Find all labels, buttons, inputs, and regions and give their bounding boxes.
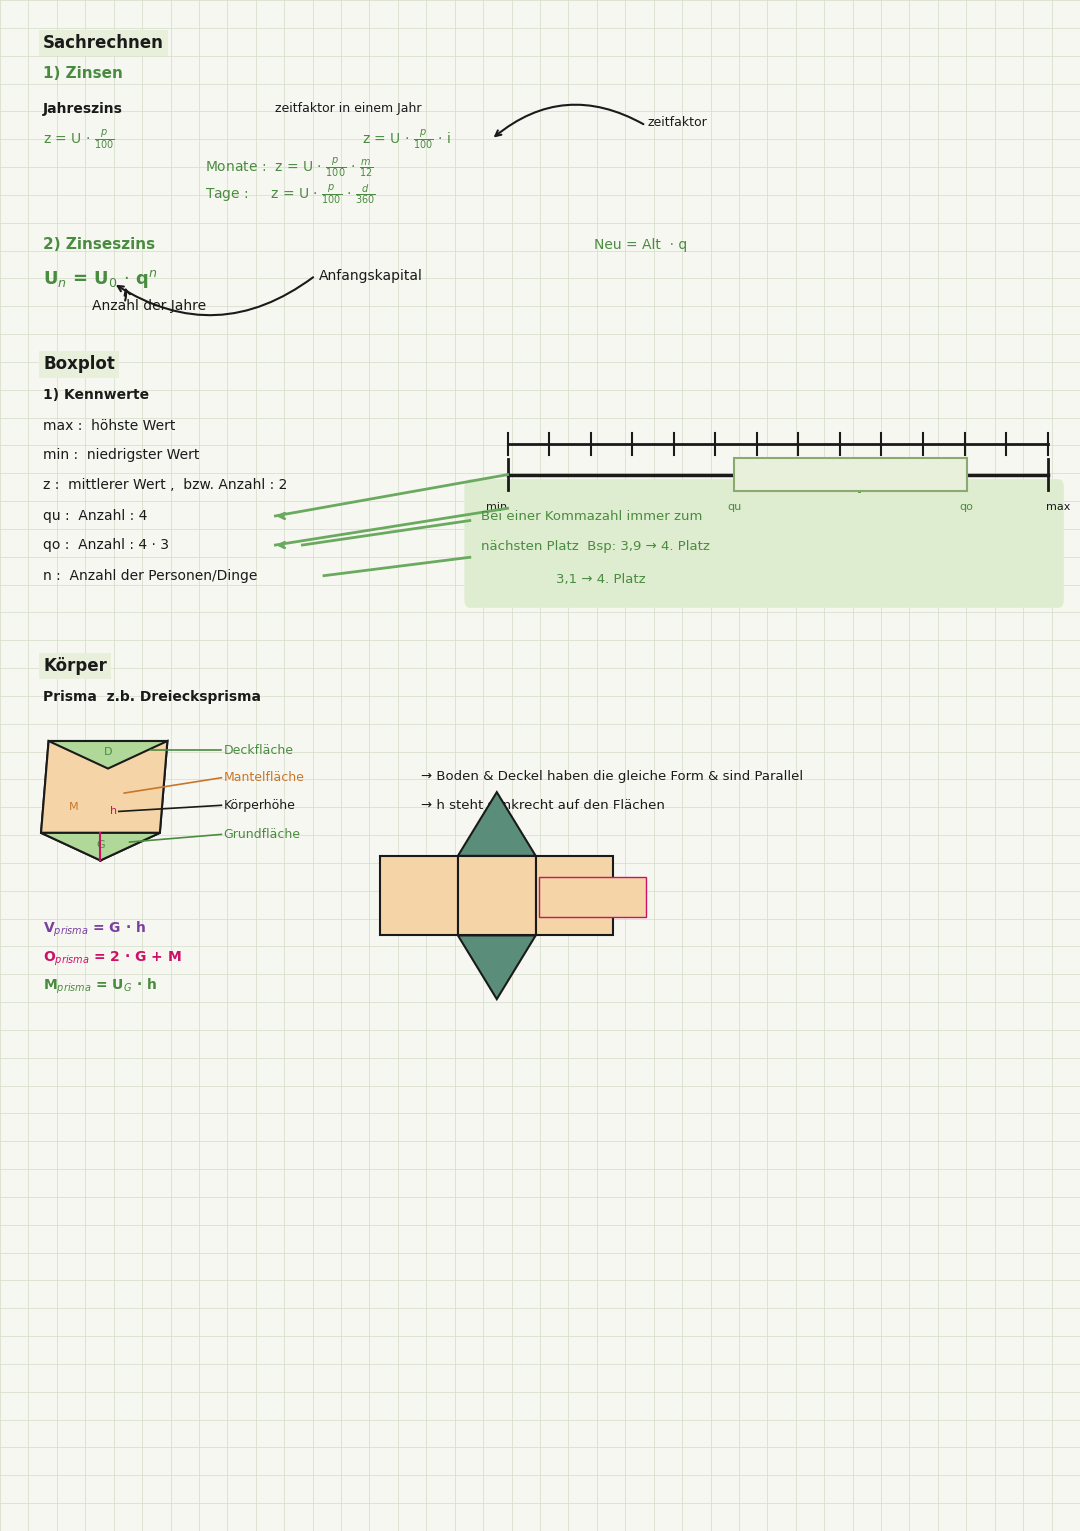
Bar [458,856,536,935]
Text: Deckfläche: Deckfläche [224,744,294,756]
Text: V$_{prisma}$ = G · h: V$_{prisma}$ = G · h [43,920,146,939]
Text: → Boden & Deckel haben die gleiche Form & sind Parallel: → Boden & Deckel haben die gleiche Form … [421,770,804,782]
Text: z :  mittlerer Wert ,  bzw. Anzahl : 2: z : mittlerer Wert , bzw. Anzahl : 2 [43,478,287,493]
Bar [734,458,967,491]
FancyBboxPatch shape [539,877,646,917]
Polygon shape [41,833,160,860]
Text: h prisma: h prisma [546,890,598,902]
Text: G: G [96,841,105,850]
Text: max: max [1047,502,1070,513]
Text: Anfangskapital: Anfangskapital [319,268,422,283]
Text: h: h [110,807,117,816]
Polygon shape [41,741,108,860]
Text: Bei einer Kommazahl immer zum: Bei einer Kommazahl immer zum [481,510,702,522]
Polygon shape [458,792,536,856]
Text: Tage :     z = U $\cdot$ $\frac{p}{100}$ $\cdot$ $\frac{d}{360}$: Tage : z = U $\cdot$ $\frac{p}{100}$ $\c… [205,182,376,207]
Text: n :  Anzahl der Personen/Dinge: n : Anzahl der Personen/Dinge [43,568,257,583]
Text: Mantelfläche: Mantelfläche [224,772,305,784]
Text: z: z [855,458,862,468]
Text: Körperhöhe: Körperhöhe [224,799,296,811]
Text: O$_{prisma}$ = 2 · G + M: O$_{prisma}$ = 2 · G + M [43,949,181,968]
Text: z = U $\cdot$ $\frac{p}{100}$: z = U $\cdot$ $\frac{p}{100}$ [43,127,114,152]
Text: Jahreszins: Jahreszins [43,101,123,116]
Text: max :  höhste Wert: max : höhste Wert [43,418,176,433]
Text: Monate :  z = U $\cdot$ $\frac{p}{100}$ $\cdot$ $\frac{m}{12}$: Monate : z = U $\cdot$ $\frac{p}{100}$ $… [205,155,374,179]
Text: Prisma  z.b. Dreiecksprisma: Prisma z.b. Dreiecksprisma [43,689,261,704]
Text: D: D [104,747,112,756]
Text: Körper: Körper [43,657,107,675]
Text: 3,1 → 4. Platz: 3,1 → 4. Platz [556,573,646,585]
Text: min :  niedrigster Wert: min : niedrigster Wert [43,447,200,462]
Polygon shape [41,741,167,833]
Text: zeitfaktor in einem Jahr: zeitfaktor in einem Jahr [275,103,422,115]
Polygon shape [458,935,536,1000]
Text: 2) Zinseszins: 2) Zinseszins [43,237,156,253]
FancyBboxPatch shape [464,479,1064,608]
Text: Neu = Alt  · q: Neu = Alt · q [594,237,687,253]
Text: U$_n$ = U$_0$ $\cdot$ q$^n$: U$_n$ = U$_0$ $\cdot$ q$^n$ [43,268,158,289]
Text: qu: qu [727,502,742,513]
Text: Grundfläche: Grundfläche [224,828,300,841]
Text: qu :  Anzahl : 4: qu : Anzahl : 4 [43,508,148,524]
Text: Anzahl der Jahre: Anzahl der Jahre [92,299,206,314]
Bar [380,856,458,935]
Text: M: M [69,802,78,811]
Text: Boxplot: Boxplot [43,355,116,374]
Text: qo :  Anzahl : 4 · 3: qo : Anzahl : 4 · 3 [43,537,170,553]
Text: Sachrechnen: Sachrechnen [43,34,164,52]
Text: nächsten Platz  Bsp: 3,9 → 4. Platz: nächsten Platz Bsp: 3,9 → 4. Platz [481,540,710,553]
Polygon shape [49,741,167,769]
Text: 1) Kennwerte: 1) Kennwerte [43,387,149,403]
Polygon shape [100,741,167,860]
Text: z = U $\cdot$ $\frac{p}{100}$ $\cdot$ i: z = U $\cdot$ $\frac{p}{100}$ $\cdot$ i [362,127,451,152]
Bar [536,856,613,935]
Text: → h steht senkrecht auf den Flächen: → h steht senkrecht auf den Flächen [421,799,665,811]
Text: 1) Zinsen: 1) Zinsen [43,66,123,81]
Text: qo: qo [960,502,973,513]
Text: M$_{prisma}$ = U$_G$ · h: M$_{prisma}$ = U$_G$ · h [43,977,158,995]
Text: zeitfaktor: zeitfaktor [648,116,707,129]
Text: min: min [486,502,508,513]
